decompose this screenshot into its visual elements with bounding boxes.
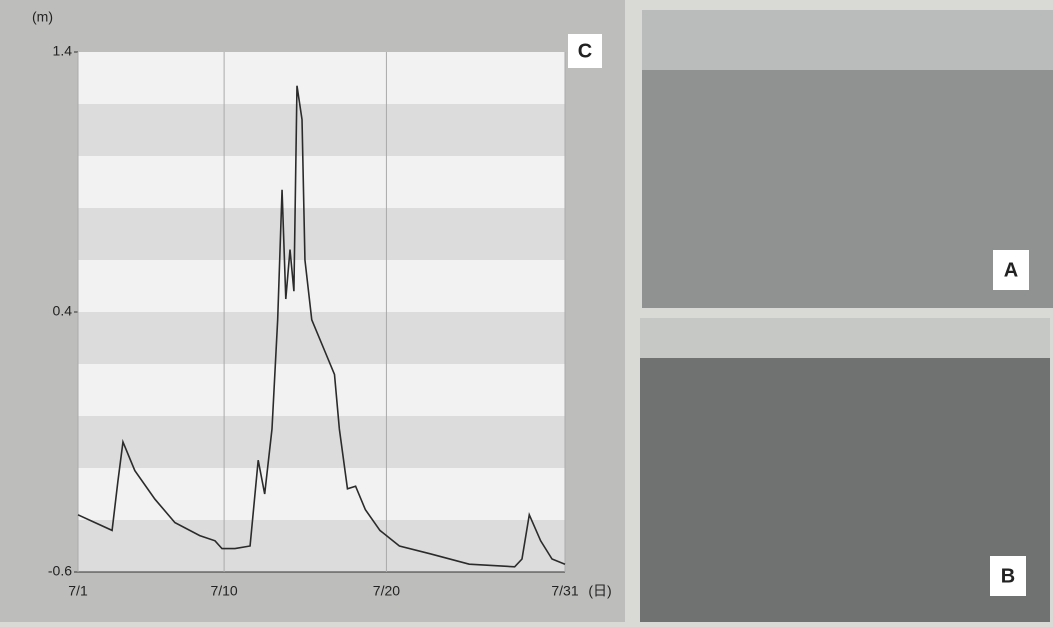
panel-label: C (578, 40, 592, 62)
photo-label: B (1001, 565, 1015, 587)
x-tick-label: 7/31 (551, 583, 578, 599)
band (78, 416, 565, 468)
photo-b-sky (640, 318, 1050, 358)
band (78, 520, 565, 572)
band (78, 208, 565, 260)
photo-a-sky (642, 10, 1053, 70)
y-tick-label: 0.4 (53, 303, 73, 319)
x-tick-label: 7/1 (68, 583, 88, 599)
band (78, 312, 565, 364)
band (78, 104, 565, 156)
x-tick-label: 7/10 (210, 583, 237, 599)
y-axis-label: (m) (32, 9, 53, 25)
photo-b (640, 318, 1050, 622)
x-axis-label: (日) (588, 583, 611, 599)
y-tick-label: 1.4 (53, 43, 73, 59)
photo-label: A (1004, 259, 1018, 281)
y-tick-label: -0.6 (48, 563, 72, 579)
page: (m) (日) C A B -0.6 0.4 1.4 7/1 7/10 7/20 7/31 (0, 0, 1053, 622)
x-tick-label: 7/20 (373, 583, 400, 599)
